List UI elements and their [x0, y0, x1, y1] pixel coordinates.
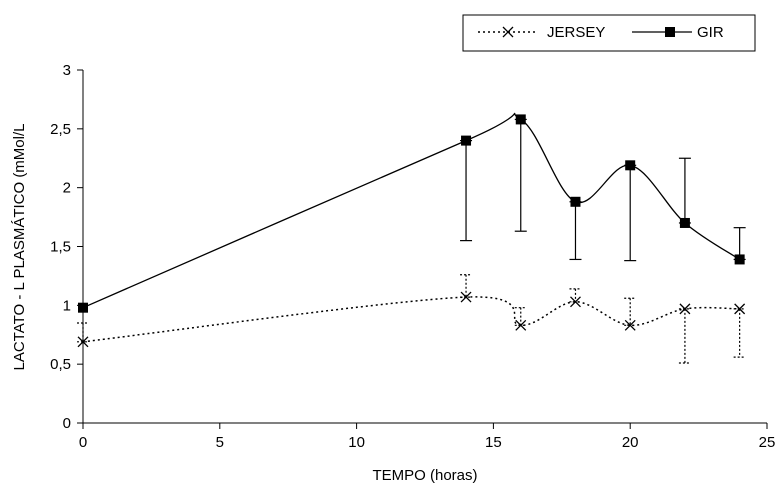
jersey-point	[734, 303, 746, 315]
y-tick-label: 3	[63, 62, 71, 79]
legend-gir-marker	[665, 27, 675, 37]
jersey-series-line	[82, 296, 740, 343]
x-tick-label: 25	[759, 434, 776, 451]
jersey-point	[515, 319, 527, 331]
x-axis-title: TEMPO (horas)	[372, 467, 477, 484]
gir-point	[461, 135, 472, 146]
gir-point	[625, 160, 636, 171]
jersey-point	[570, 296, 581, 308]
x-tick-label: 0	[79, 434, 87, 451]
y-ticks: 0 0,5 1 1,5 2 2,5 3	[50, 62, 83, 432]
y-tick-label: 0	[63, 415, 71, 432]
x-tick-label: 20	[622, 434, 639, 451]
axes	[82, 70, 767, 424]
jersey-point	[679, 303, 691, 315]
y-tick-label: 2,5	[50, 121, 71, 138]
x-tick-label: 15	[485, 434, 502, 451]
x-tick-label: 5	[216, 434, 224, 451]
legend-jersey-label: JERSEY	[547, 24, 605, 41]
jersey-point	[624, 319, 636, 331]
x-tick-label: 10	[348, 434, 365, 451]
series-markers	[77, 114, 746, 348]
jersey-point	[77, 336, 89, 348]
jersey-point	[460, 291, 472, 303]
error-bars	[77, 118, 746, 364]
x-ticks: 0 5 10 15 20 25	[79, 423, 776, 451]
legend: JERSEY GIR	[462, 14, 756, 52]
y-tick-label: 1	[63, 297, 71, 314]
gir-point	[515, 114, 526, 125]
y-axis-title: LACTATO - L PLASMÁTICO (mMol/L	[11, 124, 28, 371]
gir-point	[78, 302, 88, 313]
gir-point	[679, 217, 690, 228]
y-tick-label: 1,5	[50, 239, 71, 256]
legend-jersey-marker	[502, 26, 514, 38]
y-tick-label: 2	[63, 180, 71, 197]
gir-point	[734, 254, 745, 265]
gir-series-line	[82, 112, 741, 309]
y-tick-label: 0,5	[50, 356, 71, 373]
legend-gir-label: GIR	[697, 24, 724, 41]
legend-box	[462, 14, 756, 52]
gir-point	[570, 196, 581, 207]
series-lines	[82, 112, 741, 343]
